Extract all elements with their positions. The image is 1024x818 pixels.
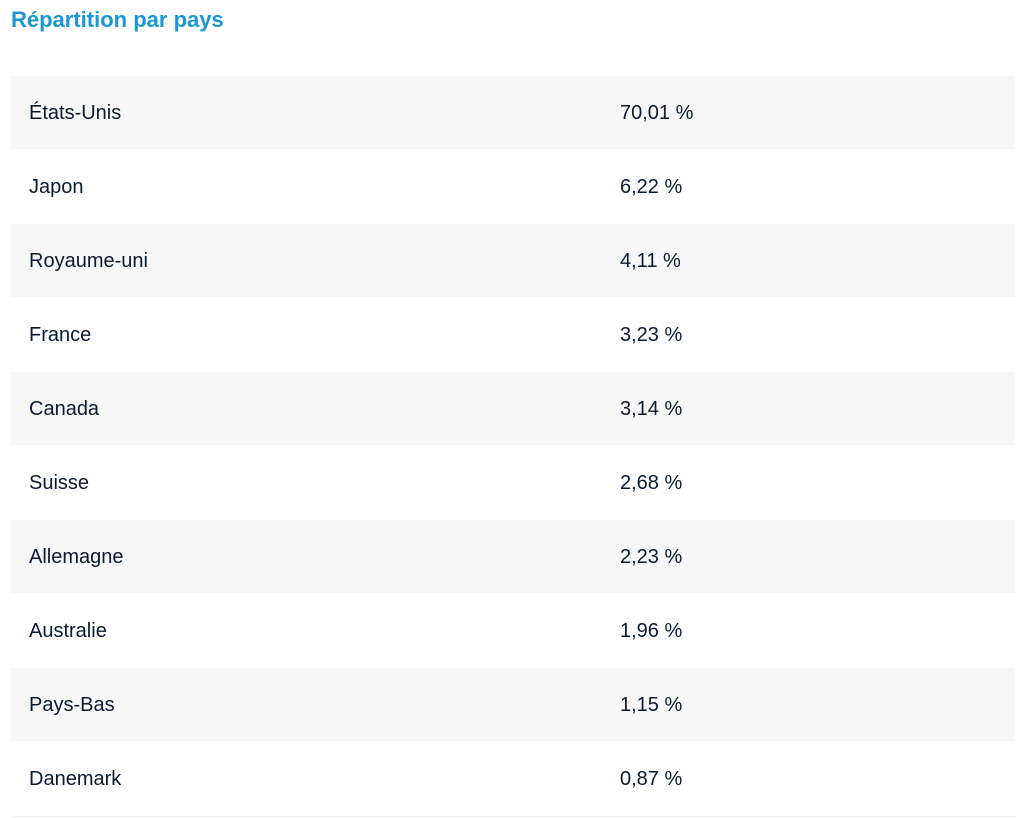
country-percent: 2,23 % [620, 546, 683, 568]
country-name: Australie [29, 620, 107, 642]
table-row: Suisse 2,68 % [11, 446, 1015, 520]
country-percent: 1,96 % [620, 620, 683, 642]
table-row: Pays-Bas 1,15 % [11, 668, 1015, 742]
country-name: Danemark [29, 768, 122, 790]
country-breakdown-table: États-Unis 70,01 % Japon 6,22 % Royaume-… [11, 76, 1015, 817]
country-percent: 3,14 % [620, 398, 683, 420]
country-percent: 0,87 % [620, 768, 683, 790]
country-name: Canada [29, 398, 100, 420]
country-percent: 1,15 % [620, 694, 683, 716]
table-row: Royaume-uni 4,11 % [11, 224, 1015, 298]
section-title: Répartition par pays [11, 7, 224, 32]
country-name: Royaume-uni [29, 250, 148, 272]
country-name: Japon [29, 176, 84, 198]
table-row: Canada 3,14 % [11, 372, 1015, 446]
table-divider [11, 816, 1015, 817]
table-row: Allemagne 2,23 % [11, 520, 1015, 594]
country-percent: 3,23 % [620, 324, 683, 346]
country-name: États-Unis [29, 102, 122, 124]
country-percent: 6,22 % [620, 176, 683, 198]
table-row: Danemark 0,87 % [11, 742, 1015, 816]
country-name: Allemagne [29, 546, 124, 568]
country-name: Suisse [29, 472, 90, 494]
table-row: France 3,23 % [11, 298, 1015, 372]
table-row: Japon 6,22 % [11, 150, 1015, 224]
country-percent: 4,11 % [620, 250, 681, 272]
table-row: États-Unis 70,01 % [11, 76, 1015, 150]
table-row: Australie 1,96 % [11, 594, 1015, 668]
country-name: France [29, 324, 92, 346]
country-name: Pays-Bas [29, 694, 115, 716]
country-percent: 70,01 % [620, 102, 694, 124]
country-percent: 2,68 % [620, 472, 683, 494]
